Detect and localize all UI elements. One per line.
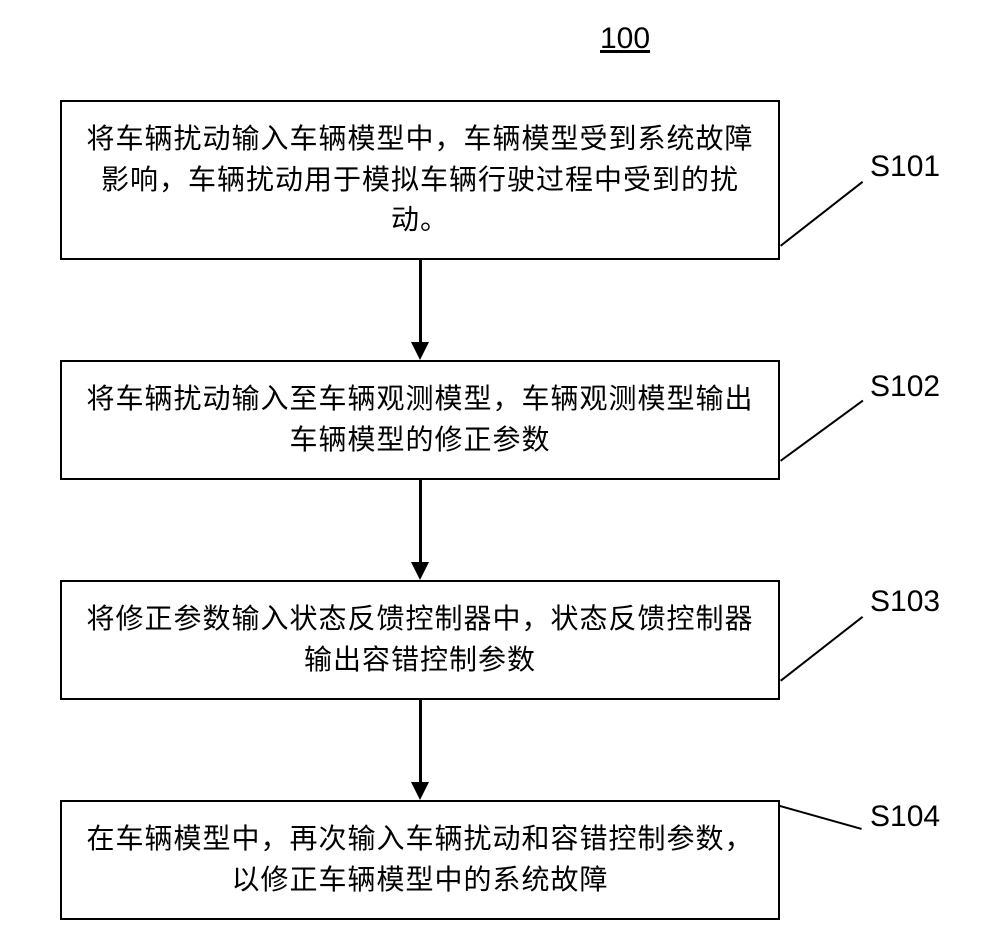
step-label-s102: S102 (870, 370, 940, 404)
leader-line-s101 (780, 181, 863, 247)
leader-line-s102 (780, 400, 863, 462)
leader-line-s104 (779, 805, 862, 830)
arrow-line-3 (419, 700, 422, 784)
step-text: 将修正参数输入状态反馈控制器中，状态反馈控制器输出容错控制参数 (82, 599, 758, 680)
step-label-s103: S103 (870, 585, 940, 619)
step-text: 将车辆扰动输入至车辆观测模型，车辆观测模型输出车辆模型的修正参数 (82, 379, 758, 460)
flowchart-canvas: 100 将车辆扰动输入车辆模型中，车辆模型受到系统故障影响，车辆扰动用于模拟车辆… (0, 0, 1000, 934)
step-label-s101: S101 (870, 150, 940, 184)
step-text: 在车辆模型中，再次输入车辆扰动和容错控制参数，以修正车辆模型中的系统故障 (82, 819, 758, 900)
arrow-head-2 (411, 562, 429, 580)
step-text: 将车辆扰动输入车辆模型中，车辆模型受到系统故障影响，车辆扰动用于模拟车辆行驶过程… (82, 119, 758, 241)
step-box-s103: 将修正参数输入状态反馈控制器中，状态反馈控制器输出容错控制参数 (60, 580, 780, 700)
figure-number: 100 (600, 22, 650, 56)
arrow-line-1 (419, 260, 422, 344)
arrow-head-1 (411, 342, 429, 360)
arrow-head-3 (411, 782, 429, 800)
arrow-line-2 (419, 480, 422, 564)
step-label-s104: S104 (870, 800, 940, 834)
leader-line-s103 (780, 616, 863, 682)
step-box-s104: 在车辆模型中，再次输入车辆扰动和容错控制参数，以修正车辆模型中的系统故障 (60, 800, 780, 920)
step-box-s101: 将车辆扰动输入车辆模型中，车辆模型受到系统故障影响，车辆扰动用于模拟车辆行驶过程… (60, 100, 780, 260)
step-box-s102: 将车辆扰动输入至车辆观测模型，车辆观测模型输出车辆模型的修正参数 (60, 360, 780, 480)
